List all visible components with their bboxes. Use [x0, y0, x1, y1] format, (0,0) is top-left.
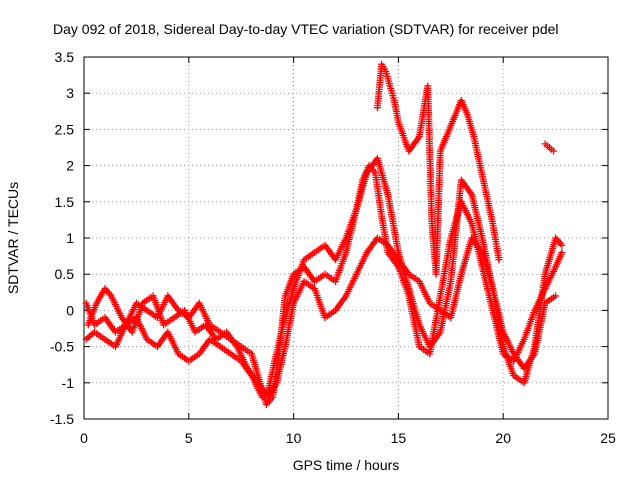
y-tick-label: 3.5 [55, 49, 75, 65]
y-tick-label: 0 [66, 302, 74, 318]
data-point [558, 248, 566, 256]
x-axis: 0 5 10 15 20 25 [80, 57, 616, 446]
y-tick-label: -1.5 [50, 411, 74, 427]
x-tick-label: 10 [286, 430, 302, 446]
y-tick-label: 1 [66, 230, 74, 246]
y-tick-label: 2 [66, 158, 74, 174]
x-tick-label: 5 [185, 430, 193, 446]
x-tick-label: 15 [391, 430, 407, 446]
chart-title: Day 092 of 2018, Sidereal Day-to-day VTE… [53, 21, 559, 37]
x-tick-label: 25 [600, 430, 616, 446]
y-tick-label: -1 [62, 375, 75, 391]
y-axis-label: SDTVAR / TECUs [5, 182, 21, 294]
data-point [552, 292, 560, 300]
y-tick-label: -0.5 [50, 339, 74, 355]
x-tick-label: 0 [80, 430, 88, 446]
data-point [550, 147, 558, 155]
x-axis-label: GPS time / hours [293, 457, 400, 473]
data-point [558, 241, 566, 249]
y-tick-label: 0.5 [55, 266, 75, 282]
y-axis: -1.5 -1 -0.5 0 0.5 1 1.5 2 2.5 3 3.5 [50, 49, 608, 427]
y-tick-label: 2.5 [55, 121, 75, 137]
y-tick-label: 1.5 [55, 194, 75, 210]
x-tick-label: 20 [495, 430, 511, 446]
y-tick-label: 3 [66, 85, 74, 101]
data-points [82, 60, 566, 409]
data-point [495, 256, 503, 264]
